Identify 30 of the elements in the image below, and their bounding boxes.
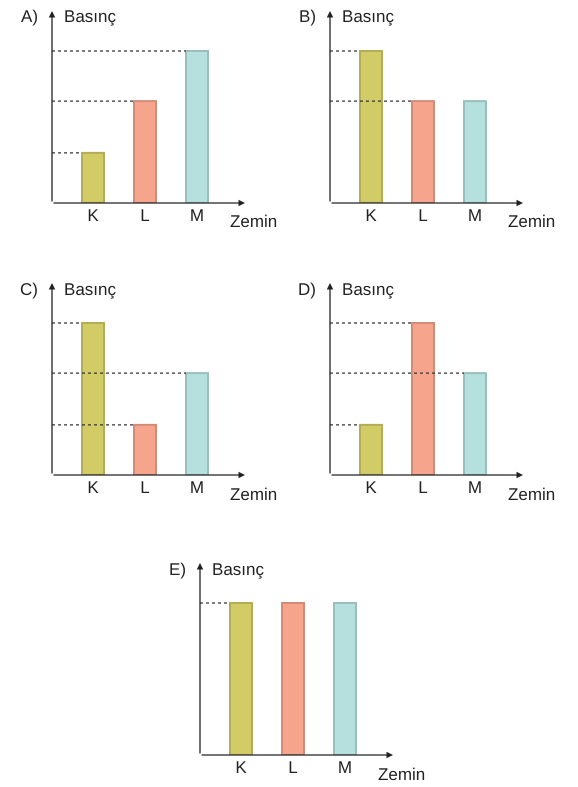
chart-title: B)	[299, 7, 316, 26]
x-tick-label: M	[468, 478, 482, 497]
x-tick-label: L	[140, 206, 150, 225]
x-tick-label: L	[140, 478, 150, 497]
x-axis-title: Zemin	[508, 485, 556, 504]
x-tick-label: M	[190, 478, 204, 497]
x-tick-label: M	[190, 206, 204, 225]
x-tick-label: L	[418, 478, 428, 497]
x-tick-label: M	[338, 758, 352, 777]
chart-title: A)	[21, 7, 38, 26]
x-tick-label: K	[235, 758, 248, 777]
x-tick-label: M	[468, 206, 482, 225]
x-tick-label: K	[87, 478, 100, 497]
chart-title: C)	[20, 280, 38, 299]
y-axis-title: Basınç	[64, 7, 116, 26]
chart-title: E)	[169, 560, 186, 579]
x-tick-label: K	[365, 478, 378, 497]
x-axis-title: Zemin	[508, 212, 556, 231]
x-tick-label: K	[87, 206, 100, 225]
x-axis-title: Zemin	[230, 485, 278, 504]
y-axis-title: Basınç	[64, 280, 116, 299]
y-axis-title: Basınç	[212, 560, 264, 579]
y-axis-title: Basınç	[342, 280, 394, 299]
y-axis-title: Basınç	[342, 7, 394, 26]
x-axis-title: Zemin	[230, 212, 278, 231]
x-tick-label: L	[418, 206, 428, 225]
x-axis-title: Zemin	[378, 765, 426, 784]
x-tick-label: L	[288, 758, 298, 777]
x-tick-label: K	[365, 206, 378, 225]
chart-title: D)	[298, 280, 316, 299]
